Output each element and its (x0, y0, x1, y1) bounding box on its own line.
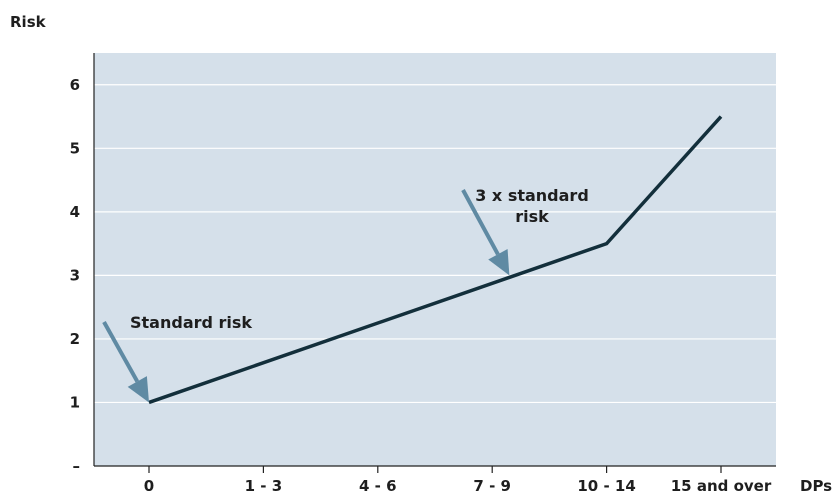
y-tick-label: 6 (70, 76, 80, 94)
x-tick-label: 15 and over (671, 477, 772, 495)
annotation-text: risk (515, 207, 549, 226)
y-axis-title: Risk (10, 13, 47, 31)
y-tick-label: 2 (70, 330, 80, 348)
x-tick-label: 4 - 6 (359, 477, 397, 495)
x-tick-label: 7 - 9 (473, 477, 511, 495)
annotation-arrow-head (127, 376, 149, 403)
x-tick-label: 0 (144, 477, 154, 495)
x-tick-label: 1 - 3 (245, 477, 283, 495)
y-tick-label: – (73, 457, 81, 475)
annotations: Standard risk 3 x standard risk (102, 186, 589, 403)
x-axis-title: DPs (800, 477, 832, 495)
annotation-text: Standard risk (130, 313, 252, 332)
y-tick-label: 4 (70, 203, 80, 221)
y-tick-label: 5 (70, 139, 80, 157)
grid-lines (94, 84, 776, 404)
annotation-arrow-shaft (102, 321, 140, 383)
x-tick-label: 10 - 14 (577, 477, 635, 495)
annotation-text: 3 x standard (475, 186, 589, 205)
y-tick-label: 1 (70, 393, 80, 411)
axes: – 1 2 3 4 5 6 0 1 - 3 4 - 6 7 - 9 10 - 14 15 and ove… (70, 53, 776, 495)
y-tick-label: 3 (70, 266, 80, 284)
annotation-arrow-shaft (461, 189, 500, 256)
annotation-arrow-head (488, 249, 510, 276)
plot-background (94, 53, 776, 466)
